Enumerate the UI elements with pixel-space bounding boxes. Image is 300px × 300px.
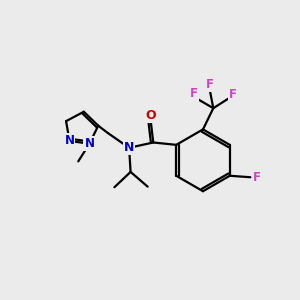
Text: N: N [64, 134, 75, 147]
Text: N: N [124, 141, 134, 154]
Text: O: O [146, 110, 156, 122]
Text: F: F [229, 88, 237, 101]
Text: F: F [253, 171, 261, 184]
Text: N: N [84, 137, 94, 150]
Text: F: F [206, 78, 214, 91]
Text: F: F [190, 87, 198, 100]
